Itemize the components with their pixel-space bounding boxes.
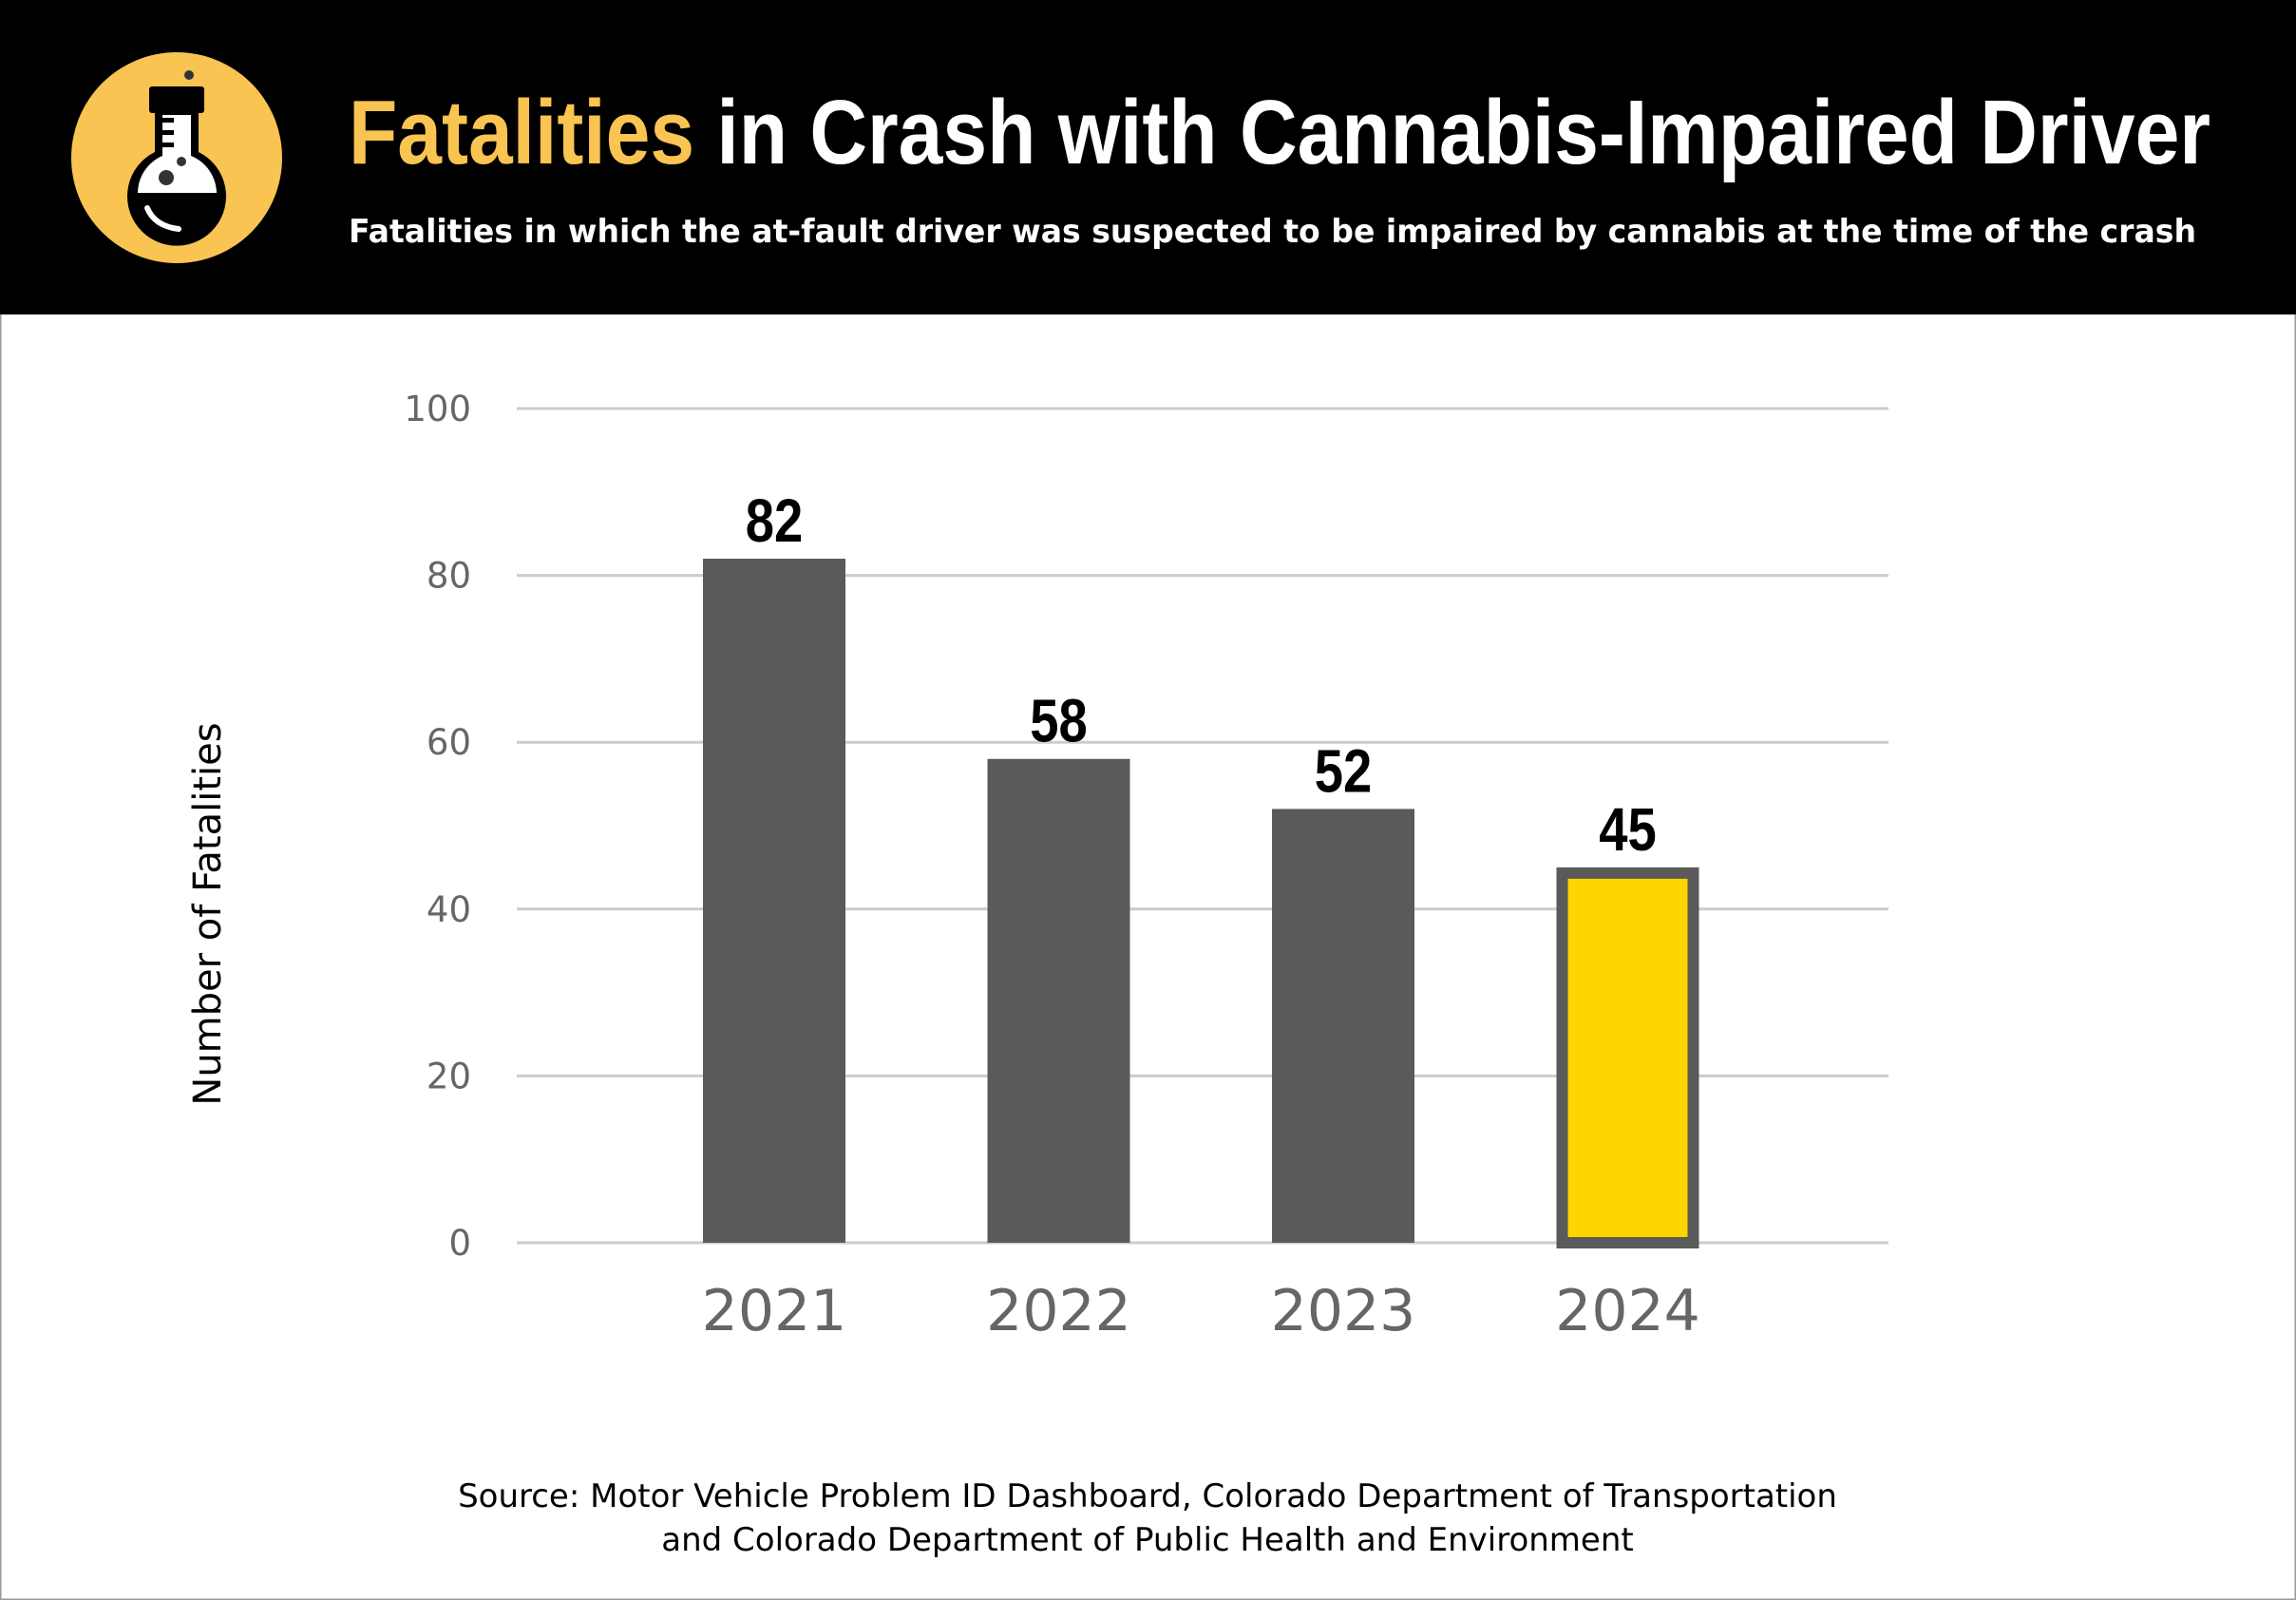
y-tick-label: 0 (448, 1223, 471, 1264)
data-labels: 82 58 52 45 (746, 486, 1657, 864)
source-line-1: Source: Motor Vehicle Problem ID Dashboa… (458, 1477, 1837, 1515)
bar-2024 (1556, 867, 1699, 1249)
chart-title: Fatalities in Crash with Cannabis-Impair… (349, 82, 2211, 183)
data-label-2021: 82 (746, 486, 803, 555)
x-tick-label-2024: 2024 (1555, 1278, 1700, 1344)
y-axis-label: Number of Fatalities (186, 722, 230, 1105)
bar-2022 (987, 758, 1130, 1243)
header-band (0, 0, 2296, 314)
x-tick-label-2022: 2022 (986, 1278, 1131, 1344)
y-tick-labels: 0 20 40 60 80 100 (404, 389, 471, 1264)
y-tick-label: 100 (404, 389, 471, 429)
chart-subtitle: Fatalities in which the at-fault driver … (349, 213, 2196, 251)
data-label-2023: 52 (1315, 736, 1372, 805)
x-tick-labels: 2021 2022 2023 2024 (702, 1278, 1700, 1344)
x-tick-label-2021: 2021 (702, 1278, 847, 1344)
bar-2021 (703, 559, 845, 1243)
flask-icon (71, 52, 282, 263)
y-tick-label: 80 (427, 556, 471, 597)
source-line-2: and Colorado Department of Public Health… (661, 1521, 1633, 1559)
y-tick-label: 60 (427, 722, 471, 763)
data-label-2024: 45 (1599, 795, 1656, 864)
y-tick-label: 40 (427, 889, 471, 930)
y-tick-label: 20 (427, 1056, 471, 1096)
data-label-2022: 58 (1030, 687, 1087, 755)
bars (703, 559, 1699, 1249)
x-tick-label-2023: 2023 (1271, 1278, 1416, 1344)
bar-2023 (1272, 809, 1414, 1243)
